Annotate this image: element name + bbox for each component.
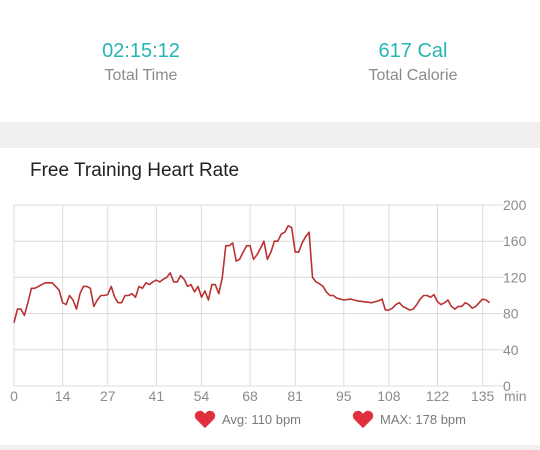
- summary-card: 02:15:12 Total Time 617 Cal Total Calori…: [0, 0, 540, 122]
- y-tick-label: 200: [503, 197, 527, 213]
- x-tick-label: 135: [471, 388, 495, 404]
- total-time-value: 02:15:12: [102, 40, 180, 62]
- x-tick-label: 81: [287, 388, 303, 404]
- heart-icon: [194, 410, 216, 429]
- y-tick-label: 120: [503, 269, 527, 285]
- y-tick-label: 40: [503, 342, 519, 358]
- heart-rate-chart: 0 40 80 120 160 200 0 14 27 41 54 68 81 95 108 122 135 mi…: [10, 197, 527, 404]
- chart-title: Free Training Heart Rate: [30, 160, 240, 181]
- x-tick-label: 122: [426, 388, 450, 404]
- legend-avg: Avg: 110 bpm: [194, 407, 301, 431]
- heart-icon: [352, 410, 374, 429]
- x-tick-label: 54: [194, 388, 210, 404]
- legend-max: MAX: 178 bpm: [352, 407, 466, 431]
- total-time-stat: 02:15:12 Total Time: [41, 38, 241, 88]
- x-axis-label: min: [504, 388, 527, 404]
- x-tick-label: 108: [377, 388, 401, 404]
- total-time-label: Total Time: [104, 67, 178, 84]
- heart-rate-chart-card: Free Training Heart Rate 0 40 80 120 160 200 0…: [0, 148, 540, 445]
- heart-rate-line: [13, 225, 491, 323]
- x-tick-label: 0: [10, 388, 18, 404]
- y-tick-label: 160: [503, 233, 527, 249]
- y-tick-label: 80: [503, 306, 519, 322]
- x-tick-label: 14: [55, 388, 71, 404]
- x-tick-label: 27: [100, 388, 116, 404]
- x-tick-label: 68: [242, 388, 258, 404]
- avg-bpm-text: Avg: 110 bpm: [222, 411, 302, 427]
- y-tick-label: 0: [503, 378, 511, 394]
- x-tick-label: 41: [149, 388, 165, 404]
- x-tick-label: 95: [336, 388, 352, 404]
- total-calorie-label: Total Calorie: [368, 67, 458, 84]
- total-calorie-value: 617 Cal: [378, 40, 448, 62]
- max-bpm-text: MAX: 178 bpm: [380, 411, 466, 427]
- total-calorie-stat: 617 Cal Total Calorie: [313, 38, 513, 88]
